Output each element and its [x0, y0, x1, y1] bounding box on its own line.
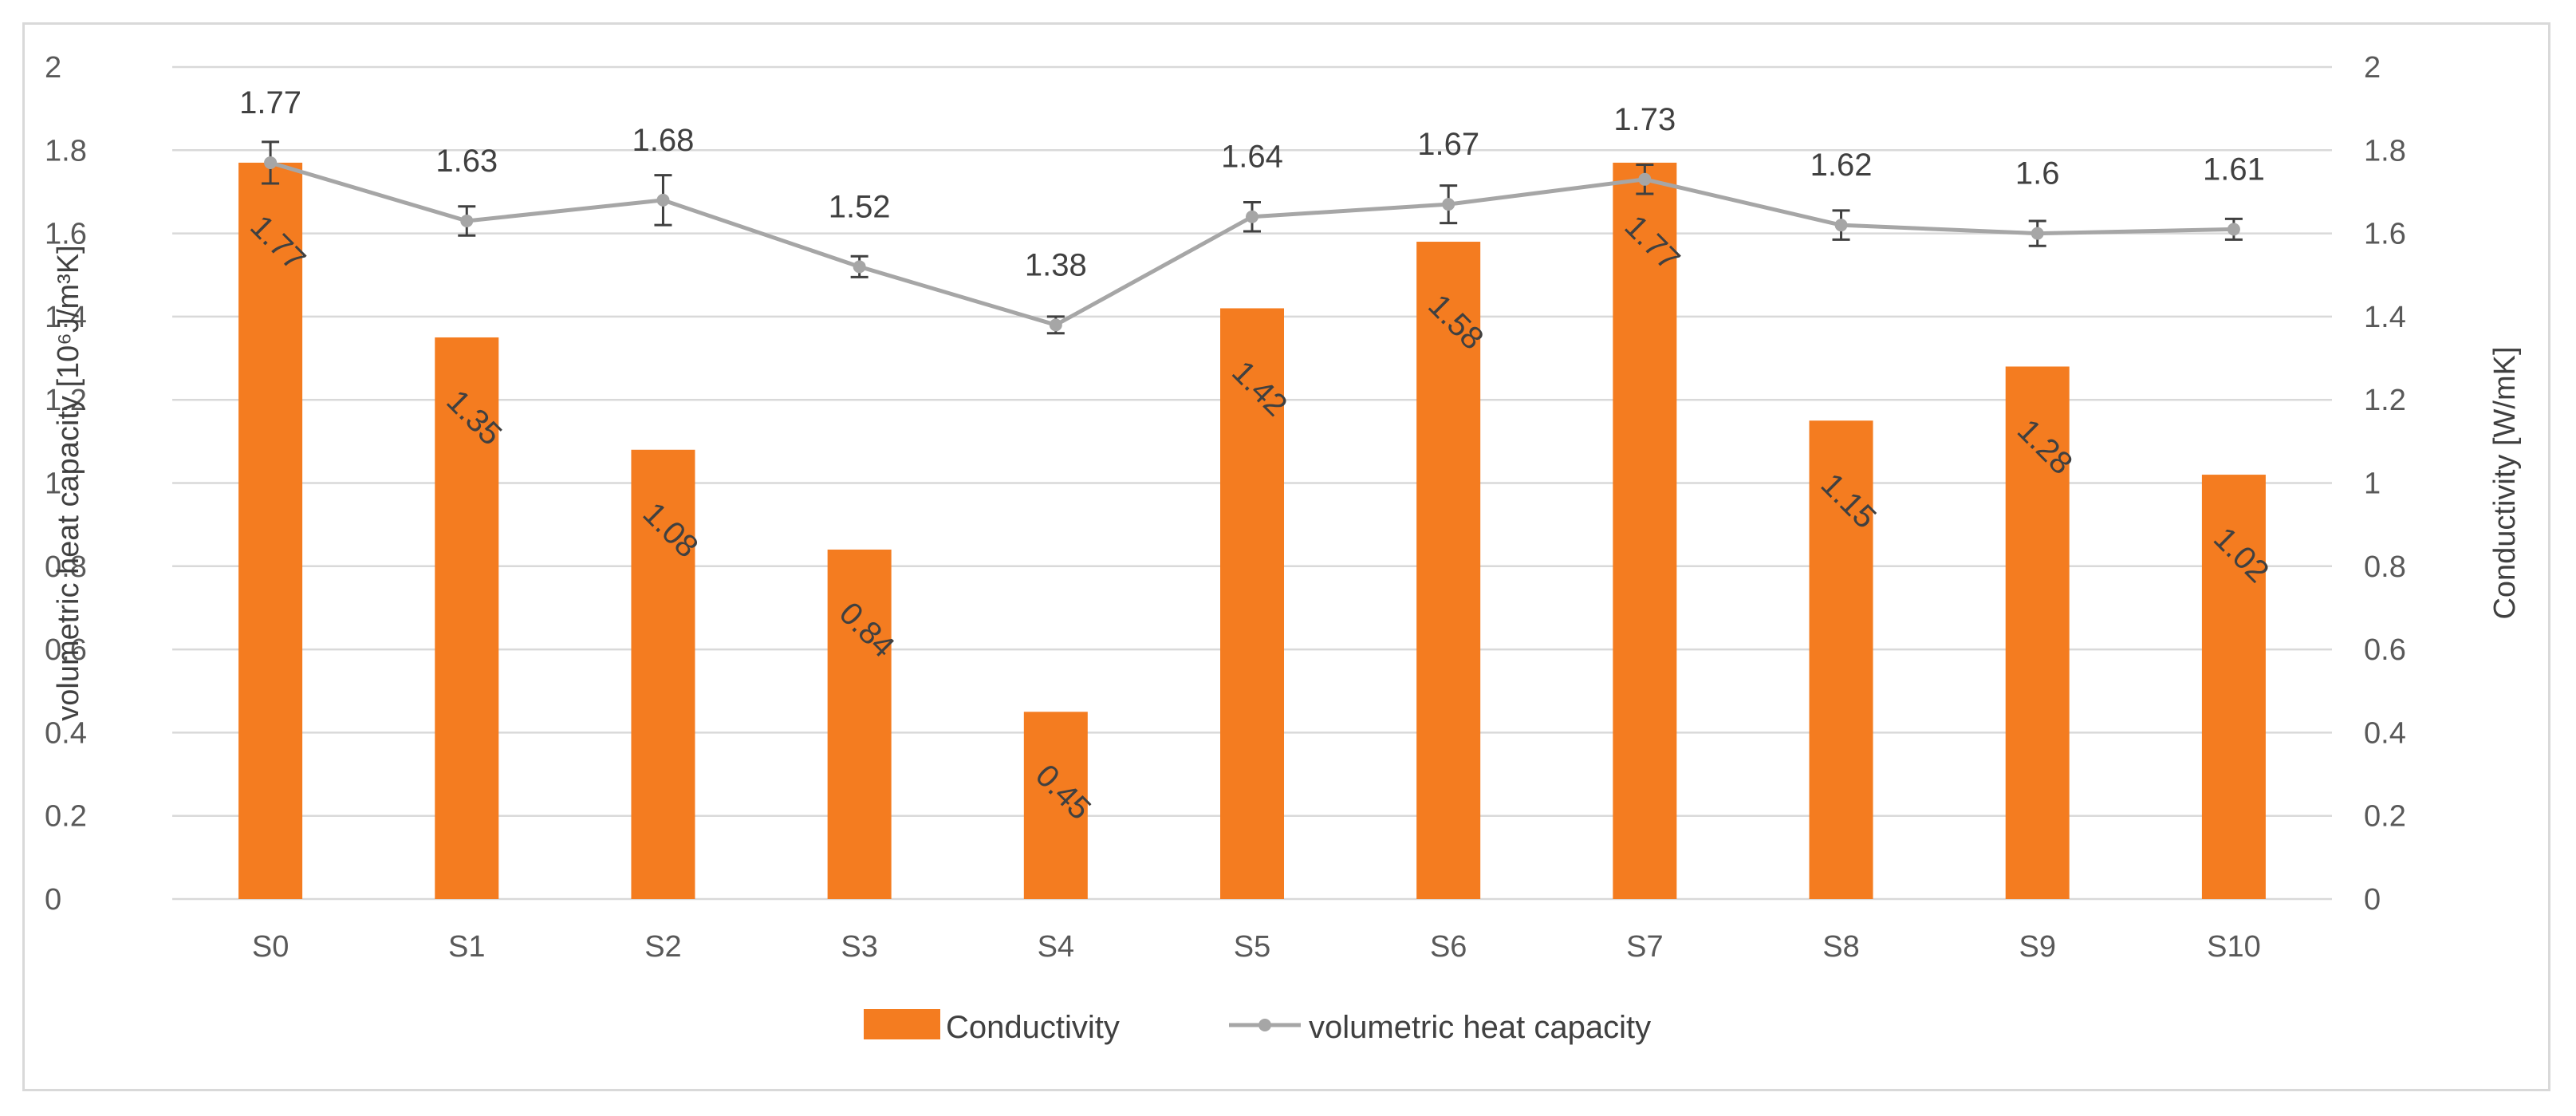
line-point	[1834, 219, 1848, 232]
y-axis-left-title: volumetric heat capacity [10⁶J/m³K]	[52, 245, 85, 720]
y-left-tick-label: 1.8	[45, 134, 87, 168]
line-point	[1246, 210, 1258, 223]
line-data-label: 1.67	[1417, 127, 1479, 162]
legend-swatch-conductivity	[864, 1009, 940, 1039]
y-right-tick-label: 1	[2364, 467, 2381, 501]
line-data-label: 1.52	[829, 189, 891, 224]
x-tick-label: S7	[1626, 930, 1663, 964]
bar	[631, 449, 695, 899]
line-point	[853, 260, 866, 274]
bar	[1613, 162, 1677, 899]
chart-frame: 1.77 1.35 1.08 0.84 0.45 1.42 1.58 1.77 1.15 1.28…	[22, 22, 2550, 1091]
x-tick-label: S0	[252, 930, 289, 964]
line-point	[2227, 223, 2240, 236]
line-data-label: 1.62	[1810, 148, 1873, 183]
line-point	[2030, 227, 2044, 240]
bar-series	[238, 162, 2266, 900]
y-right-tick-label: 1.6	[2364, 218, 2406, 251]
y-left-tick-label: 0.2	[45, 800, 87, 834]
y-left-tick-label: 0	[45, 883, 61, 917]
line-data-label: 1.38	[1025, 247, 1087, 282]
legend: Conductivity volumetric heat capacity	[864, 1009, 1651, 1045]
x-tick-label: S9	[2019, 930, 2055, 964]
line-point	[460, 214, 474, 227]
y-right-tick-label: 1.8	[2364, 134, 2406, 168]
bar	[2201, 475, 2266, 899]
x-tick-label: S5	[1234, 930, 1270, 964]
bar	[827, 549, 892, 899]
line-data-label: 1.68	[632, 123, 695, 158]
line-data-label: 1.61	[2203, 152, 2265, 187]
y-right-tick-label: 1.4	[2364, 301, 2406, 334]
bar	[1809, 420, 1873, 899]
bar	[1023, 712, 1088, 899]
line-data-label: 1.6	[2015, 156, 2060, 191]
x-tick-label: S1	[448, 930, 485, 964]
y-left-tick-label: 1.4	[45, 301, 87, 334]
y-left-tick-label: 0.8	[45, 550, 87, 584]
y-left-tick-label: 1.2	[45, 384, 87, 417]
x-tick-label: S8	[1822, 930, 1859, 964]
bar	[1416, 242, 1481, 899]
line-data-label: 1.64	[1221, 140, 1283, 175]
line-path	[270, 160, 2234, 327]
y-left-tick-label: 0.6	[45, 633, 87, 667]
bar	[435, 337, 499, 900]
bar	[2005, 366, 2070, 900]
y-left-tick-label: 0.4	[45, 716, 87, 750]
y-left-tick-label: 1.6	[45, 218, 87, 251]
line-point	[264, 156, 278, 169]
legend-label-conductivity: Conductivity	[946, 1010, 1120, 1045]
y-right-tick-label: 0.4	[2364, 716, 2406, 750]
x-tick-label: S4	[1038, 930, 1074, 964]
y-axis-right-title: Conductivity [W/mK]	[2488, 346, 2522, 619]
y-right-tick-label: 0.8	[2364, 550, 2406, 584]
y-right-tick-label: 0.2	[2364, 800, 2406, 834]
x-tick-label: S3	[841, 930, 877, 964]
line-point	[1638, 172, 1652, 186]
line-data-label: 1.73	[1613, 102, 1676, 137]
chart-svg: 1.771.351.080.840.451.421.581.771.151.28…	[45, 51, 2522, 1045]
line-data-label: 1.77	[239, 85, 301, 120]
y-right-tick-label: 0.6	[2364, 633, 2406, 667]
x-tick-label: S6	[1430, 930, 1467, 964]
axes: 0 0.2 0.4 0.6 0.8 1 1.2 1.4 1.6 1.8 2 0 0.2 0.4 0.6 0.8…	[45, 51, 2406, 964]
legend-label-volumetric-heat-capacity: volumetric heat capacity	[1309, 1010, 1651, 1045]
x-tick-label: S2	[644, 930, 681, 964]
line-series	[262, 140, 2243, 335]
y-left-tick-label: 1	[45, 467, 61, 501]
line-point	[1049, 318, 1062, 332]
y-right-tick-label: 2	[2364, 51, 2381, 85]
y-left-tick-label: 2	[45, 51, 61, 85]
y-right-tick-label: 0	[2364, 883, 2381, 917]
y-right-tick-label: 1.2	[2364, 384, 2406, 417]
legend-marker-volumetric-heat-capacity	[1258, 1019, 1271, 1031]
x-tick-label: S10	[2207, 930, 2261, 964]
line-data-label: 1.63	[435, 144, 498, 179]
bar	[238, 162, 303, 899]
line-point	[656, 193, 670, 207]
line-point	[1442, 198, 1455, 211]
bar	[1220, 308, 1284, 900]
